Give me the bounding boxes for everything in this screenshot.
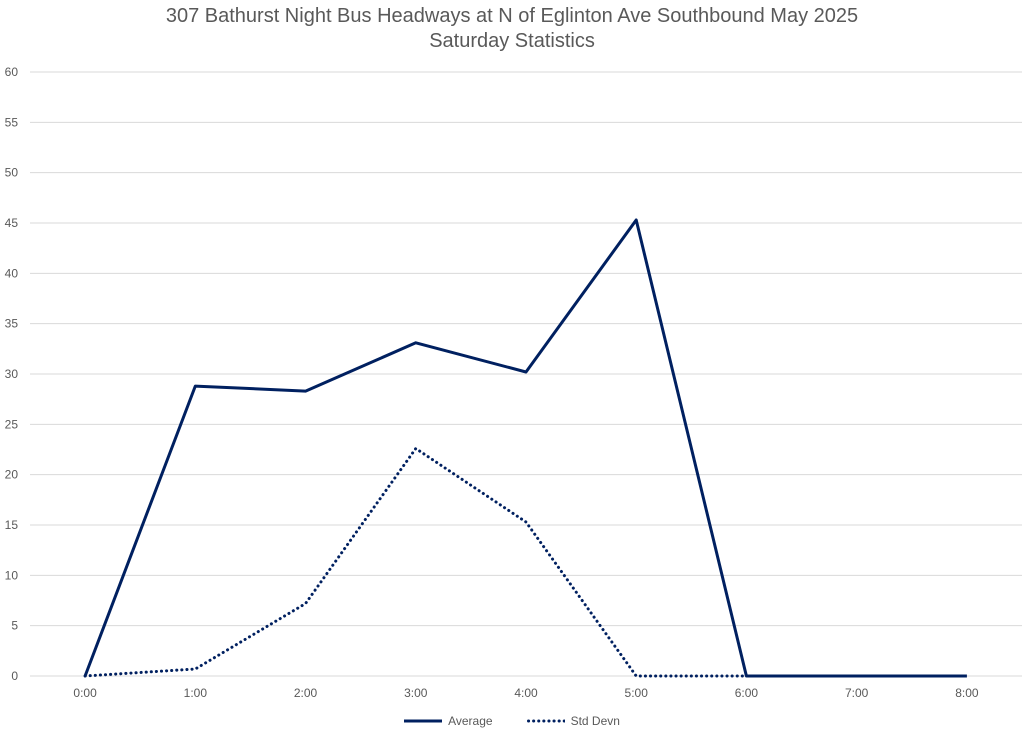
y-tick-label: 50	[5, 166, 19, 180]
y-tick-label: 60	[5, 65, 19, 79]
legend-item-average: Average	[404, 714, 493, 728]
x-axis-ticks: 0:00 1:00 2:00 3:00 4:00 5:00 6:00 7:00 8:00	[73, 686, 978, 700]
legend-label-std-devn: Std Devn	[570, 714, 620, 728]
legend-item-std-devn: Std Devn	[526, 714, 620, 728]
x-tick-label: 8:00	[955, 686, 979, 700]
series-line-std-devn	[83, 447, 748, 678]
y-tick-label: 0	[11, 669, 18, 683]
y-tick-label: 30	[5, 367, 19, 381]
legend-swatch-solid	[404, 719, 443, 723]
x-tick-label: 4:00	[514, 686, 538, 700]
y-axis-ticks: 0 5 10 15 20 25 30 35 40 45 50 55 60	[5, 65, 19, 683]
y-tick-label: 40	[5, 266, 19, 280]
y-tick-label: 55	[5, 115, 19, 129]
y-tick-label: 25	[5, 417, 19, 431]
legend-swatch-dotted	[526, 719, 565, 723]
chart-subtitle: Saturday Statistics	[429, 30, 595, 52]
series-lines	[83, 218, 967, 678]
gridlines	[30, 71, 1022, 677]
y-tick-label: 5	[11, 619, 18, 633]
series-line-average	[83, 218, 967, 678]
legend-label-average: Average	[448, 714, 493, 728]
x-tick-label: 6:00	[735, 686, 759, 700]
y-tick-label: 45	[5, 216, 19, 230]
chart-title: 307 Bathurst Night Bus Headways at N of …	[165, 5, 859, 27]
x-tick-label: 1:00	[184, 686, 208, 700]
chart-title-block: 307 Bathurst Night Bus Headways at N of …	[0, 4, 1024, 54]
x-tick-label: 0:00	[73, 686, 97, 700]
x-tick-label: 2:00	[294, 686, 318, 700]
y-tick-label: 20	[5, 468, 19, 482]
y-tick-label: 35	[5, 317, 19, 331]
y-tick-label: 15	[5, 518, 19, 532]
x-tick-label: 5:00	[625, 686, 649, 700]
x-tick-label: 3:00	[404, 686, 428, 700]
x-tick-label: 7:00	[845, 686, 869, 700]
y-tick-label: 10	[5, 568, 19, 582]
legend: Average Std Devn	[0, 714, 1024, 728]
